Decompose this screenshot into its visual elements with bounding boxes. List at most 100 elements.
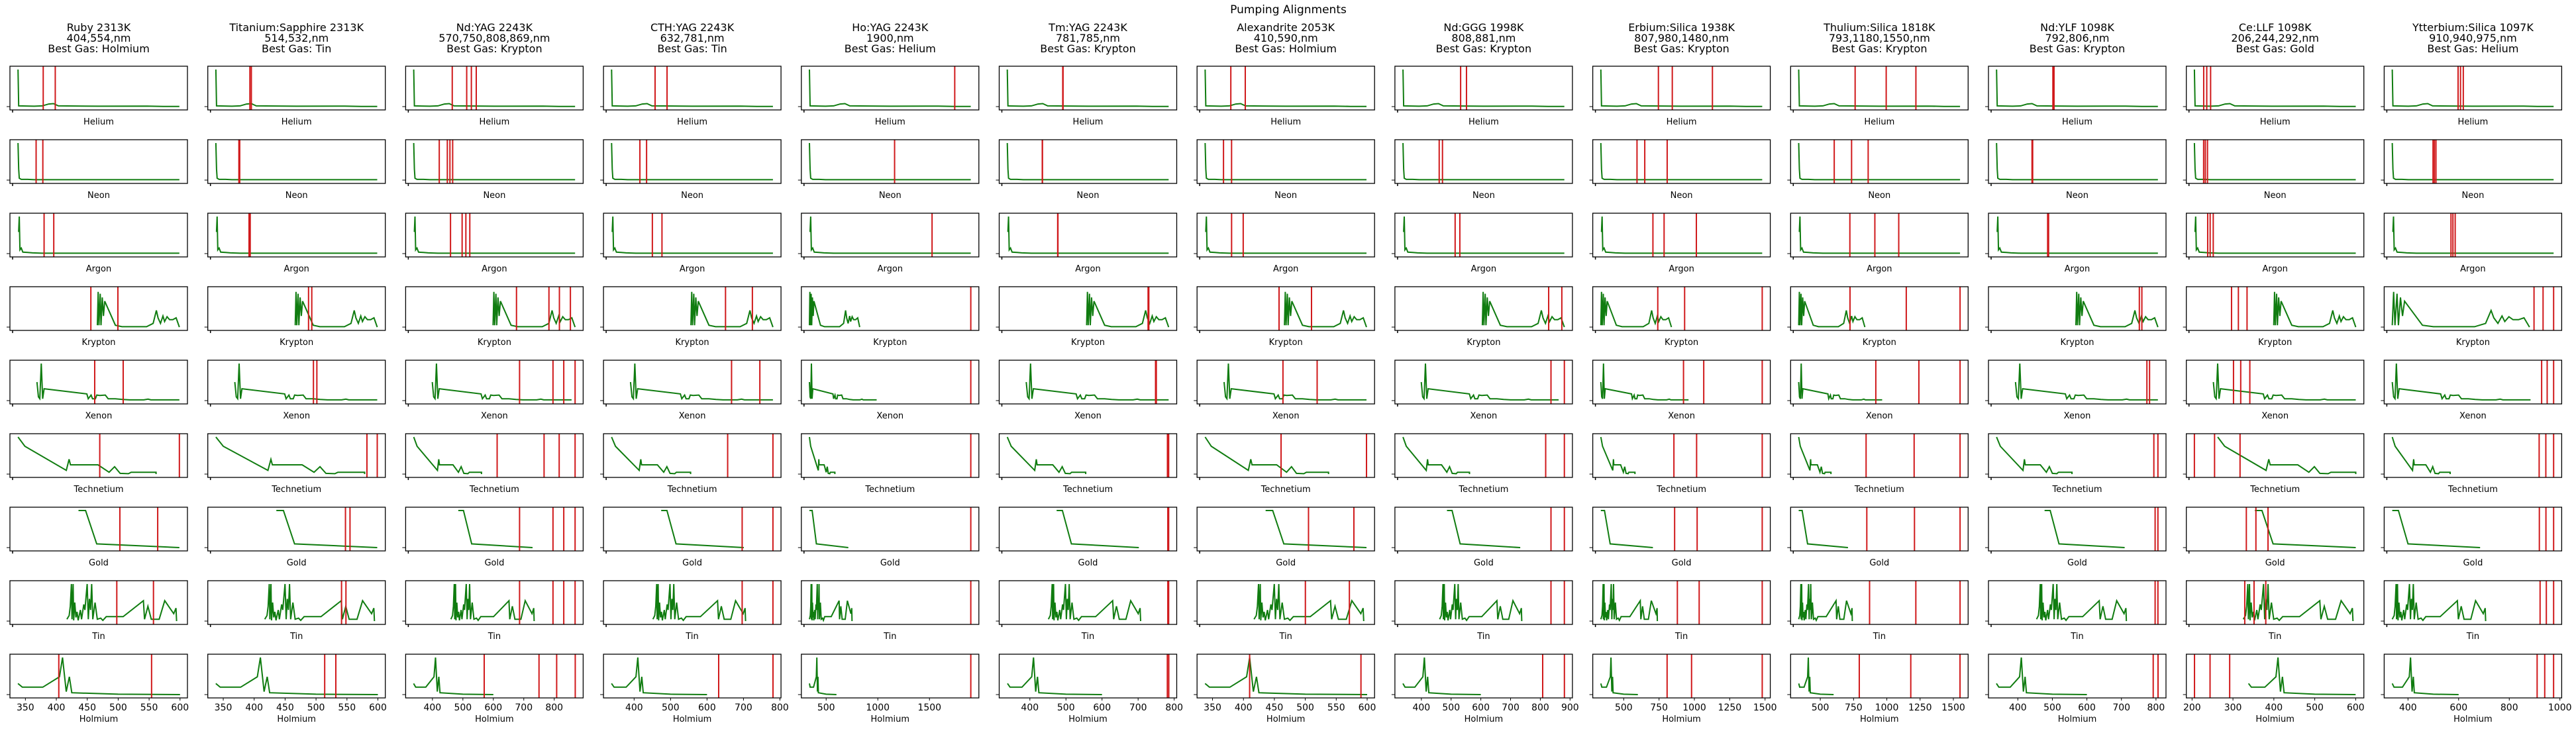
panel-holmium: 400 600 800 1000 Holmium <box>2381 654 2572 724</box>
axes-frame <box>2383 580 2563 625</box>
panel-helium: Helium <box>2183 66 2365 127</box>
gas-label: Tin <box>1476 632 1490 642</box>
axes-frame <box>1196 213 1375 258</box>
axes-frame <box>1592 286 1771 331</box>
spectrum-line <box>1047 583 1141 622</box>
spectrum-line <box>1205 216 1366 254</box>
gas-label: Technetium <box>2447 485 2498 495</box>
x-tick-label: 700 <box>1129 703 1147 713</box>
gas-label: Technetium <box>1656 485 1706 495</box>
axes-frame <box>801 66 980 111</box>
panel-tin: Tin <box>600 580 782 642</box>
spectrum-line <box>1439 583 1523 622</box>
axes-frame <box>405 433 584 478</box>
spectrum-line <box>1447 510 1521 548</box>
axes-frame <box>405 213 584 258</box>
gas-label: Gold <box>682 558 702 568</box>
axes-frame <box>801 580 980 625</box>
spectrum-line <box>611 436 692 475</box>
spectrum-line <box>1600 510 1653 548</box>
spectrum-line <box>1798 291 1866 328</box>
gas-label: Xenon <box>85 411 113 421</box>
gas-label: Tin <box>685 632 698 642</box>
spectrum-line <box>17 657 180 695</box>
x-tick-label: 600 <box>1093 703 1111 713</box>
x-axis-label: Holmium <box>1465 714 1504 724</box>
x-axis-label: Holmium <box>1860 714 1899 724</box>
panel-holmium: 500 750 1000 1250 1500 Holmium <box>1589 654 1777 724</box>
panel-xenon: Xenon <box>2183 360 2365 421</box>
axes-frame <box>2186 507 2365 552</box>
spectrum-line <box>1204 69 1366 107</box>
axes-frame <box>9 654 188 699</box>
x-tick-label: 600 <box>1359 703 1376 713</box>
gas-label: Krypton <box>280 338 313 348</box>
x-tick-label: 400 <box>48 703 66 713</box>
panel-argon: Argon <box>7 213 188 274</box>
panel-argon: Argon <box>798 213 980 274</box>
panel-krypton: Krypton <box>798 286 980 348</box>
panel-helium: Helium <box>204 66 386 127</box>
axes-frame <box>1790 433 1969 478</box>
spectrum-line <box>492 291 576 328</box>
gas-label: Xenon <box>283 411 310 421</box>
axes-frame <box>1988 654 2167 699</box>
column-title-title-line2: 808,881,nm <box>1451 32 1516 44</box>
x-tick-label: 600 <box>698 703 716 713</box>
panel-neon: Neon <box>798 139 980 201</box>
gas-label: Gold <box>2463 558 2483 568</box>
column-title-title-line1: Nd:YLF 1098K <box>2040 21 2114 34</box>
gas-label: Argon <box>1075 264 1100 274</box>
panel-technetium: Technetium <box>1589 433 1771 495</box>
x-tick-label: 700 <box>2112 703 2130 713</box>
column-title-title-line3: Best Gas: Krypton <box>1633 42 1729 55</box>
panel-neon: Neon <box>402 139 584 201</box>
column-title-title-line3: Best Gas: Holmium <box>48 42 150 55</box>
axes-frame <box>1988 286 2167 331</box>
panel-tin: Tin <box>798 580 980 642</box>
axes-frame <box>998 654 1178 699</box>
spectrum-line <box>264 583 376 622</box>
panel-technetium: Technetium <box>1391 433 1573 495</box>
gas-label: Neon <box>285 191 308 201</box>
spectrum-line <box>1007 216 1169 254</box>
panel-technetium: Technetium <box>1985 433 2167 495</box>
x-tick-label: 600 <box>484 703 502 713</box>
axes-frame <box>801 213 980 258</box>
x-tick-label: 500 <box>1812 703 1829 713</box>
gas-label: Argon <box>2065 264 2090 274</box>
panel-helium: Helium <box>1787 66 1969 127</box>
axes-frame <box>9 507 188 552</box>
panel-holmium: 350 400 450 500 550 600 Holmium <box>204 654 387 724</box>
axes-frame <box>405 580 584 625</box>
panel-technetium: Technetium <box>996 433 1178 495</box>
axes-frame <box>603 654 782 699</box>
gas-label: Krypton <box>676 338 709 348</box>
panel-argon: Argon <box>204 213 386 274</box>
panel-gold: Gold <box>600 507 782 568</box>
spectrum-line <box>1006 436 1087 475</box>
panel-tin: Tin <box>204 580 386 642</box>
panel-tin: Tin <box>402 580 584 642</box>
spectrum-line <box>1600 291 1673 328</box>
spectrum-line <box>2391 142 2554 181</box>
gas-label: Argon <box>1867 264 1892 274</box>
panel-gold: Gold <box>402 507 584 568</box>
gas-label: Helium <box>83 117 114 127</box>
axes-frame <box>998 66 1178 111</box>
panel-krypton: Krypton <box>1391 286 1573 348</box>
x-tick-label: 400 <box>2265 703 2283 713</box>
x-axis-label: Holmium <box>2453 714 2493 724</box>
panel-technetium: Technetium <box>402 433 584 495</box>
gas-label: Technetium <box>667 485 717 495</box>
x-tick-label: 600 <box>2449 703 2467 713</box>
spectrum-line <box>1006 142 1169 181</box>
x-tick-label: 1000 <box>1682 703 1706 713</box>
spectrum-line <box>1006 69 1169 107</box>
gas-label: Tin <box>91 632 105 642</box>
spectrum-line <box>17 142 180 181</box>
panel-gold: Gold <box>1194 507 1375 568</box>
